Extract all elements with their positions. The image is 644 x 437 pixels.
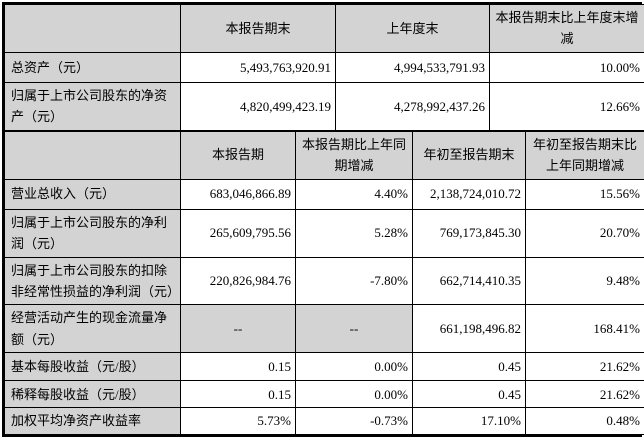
report-page: 本报告期末 上年度末 本报告期末比上年度末增减 总资产（元） 5,493,763…	[0, 0, 644, 403]
row-label: 营业总收入（元）	[5, 179, 181, 209]
value-cell: 21.62%	[526, 353, 644, 381]
value-cell: 5.28%	[296, 209, 413, 257]
row-label: 稀释每股收益（元/股）	[5, 381, 181, 408]
value-cell: 0.45	[413, 353, 526, 381]
value-cell: -0.73%	[296, 408, 413, 434]
value-cell: 4.40%	[296, 179, 413, 209]
value-cell-na: --	[181, 305, 296, 353]
table-row-basic-eps: 基本每股收益（元/股） 0.15 0.00% 0.45 21.62%	[5, 353, 644, 381]
table-row-net-profit-excl-nonrecurring: 归属于上市公司股东的扣除非经常性损益的净利润（元） 220,826,984.76…	[5, 257, 644, 305]
table-row-net-profit: 归属于上市公司股东的净利润（元） 265,609,795.56 5.28% 76…	[5, 209, 644, 257]
table-row-net-assets: 归属于上市公司股东的净资产（元） 4,820,499,423.19 4,278,…	[5, 82, 644, 130]
value-cell: 0.15	[181, 353, 296, 381]
corner-header-cell	[5, 131, 181, 179]
row-label: 基本每股收益（元/股）	[5, 353, 181, 381]
value-cell: 4,820,499,423.19	[181, 82, 336, 130]
value-cell-na: --	[296, 305, 413, 353]
value-cell: 661,198,496.82	[413, 305, 526, 353]
header-change-vs-same-period: 本报告期比上年同期增减	[296, 131, 413, 179]
header-current-period-end: 本报告期末	[181, 5, 336, 53]
value-cell: 265,609,795.56	[181, 209, 296, 257]
table-row-operating-cash-flow: 经营活动产生的现金流量净额（元） -- -- 661,198,496.82 16…	[5, 305, 644, 353]
header-year-to-date: 年初至报告期末	[413, 131, 526, 179]
table-row-diluted-eps: 稀释每股收益（元/股） 0.15 0.00% 0.45 21.62%	[5, 381, 644, 408]
period-end-metrics-table: 本报告期末 上年度末 本报告期末比上年度末增减 总资产（元） 5,493,763…	[4, 4, 644, 131]
table-row-total-revenue: 营业总收入（元） 683,046,866.89 4.40% 2,138,724,…	[5, 179, 644, 209]
value-cell: 220,826,984.76	[181, 257, 296, 305]
table-header-row: 本报告期末 上年度末 本报告期末比上年度末增减	[5, 5, 644, 53]
value-cell: 17.10%	[413, 408, 526, 434]
table-row-total-assets: 总资产（元） 5,493,763,920.91 4,994,533,791.93…	[5, 52, 644, 82]
value-cell: 0.00%	[296, 381, 413, 408]
corner-header-cell	[5, 5, 181, 53]
value-cell: 15.56%	[526, 179, 644, 209]
value-cell: -7.80%	[296, 257, 413, 305]
value-cell: 2,138,724,010.72	[413, 179, 526, 209]
table-header-row: 本报告期 本报告期比上年同期增减 年初至报告期末 年初至报告期末比上年同期增减	[5, 131, 644, 179]
header-prior-year-end: 上年度末	[336, 5, 490, 53]
value-cell: 10.00%	[490, 52, 644, 82]
row-label: 归属于上市公司股东的净利润（元）	[5, 209, 181, 257]
header-ytd-change-vs-same-period: 年初至报告期末比上年同期增减	[526, 131, 644, 179]
value-cell: 4,994,533,791.93	[336, 52, 490, 82]
value-cell: 168.41%	[526, 305, 644, 353]
reporting-period-metrics-table: 本报告期 本报告期比上年同期增减 年初至报告期末 年初至报告期末比上年同期增减 …	[4, 131, 644, 435]
header-current-period: 本报告期	[181, 131, 296, 179]
row-label: 归属于上市公司股东的扣除非经常性损益的净利润（元）	[5, 257, 181, 305]
value-cell: 0.45	[413, 381, 526, 408]
value-cell: 4,278,992,437.26	[336, 82, 490, 130]
value-cell: 662,714,410.35	[413, 257, 526, 305]
value-cell: 0.00%	[296, 353, 413, 381]
value-cell: 9.48%	[526, 257, 644, 305]
value-cell: 20.70%	[526, 209, 644, 257]
value-cell: 5,493,763,920.91	[181, 52, 336, 82]
value-cell: 0.48%	[526, 408, 644, 434]
value-cell: 769,173,845.30	[413, 209, 526, 257]
value-cell: 683,046,866.89	[181, 179, 296, 209]
value-cell: 21.62%	[526, 381, 644, 408]
row-label: 加权平均净资产收益率	[5, 408, 181, 434]
value-cell: 5.73%	[181, 408, 296, 434]
value-cell: 0.15	[181, 381, 296, 408]
row-label: 归属于上市公司股东的净资产（元）	[5, 82, 181, 130]
row-label: 总资产（元）	[5, 52, 181, 82]
table-row-weighted-avg-roe: 加权平均净资产收益率 5.73% -0.73% 17.10% 0.48%	[5, 408, 644, 434]
value-cell: 12.66%	[490, 82, 644, 130]
row-label: 经营活动产生的现金流量净额（元）	[5, 305, 181, 353]
header-change-vs-prior-year-end: 本报告期末比上年度末增减	[490, 5, 644, 53]
